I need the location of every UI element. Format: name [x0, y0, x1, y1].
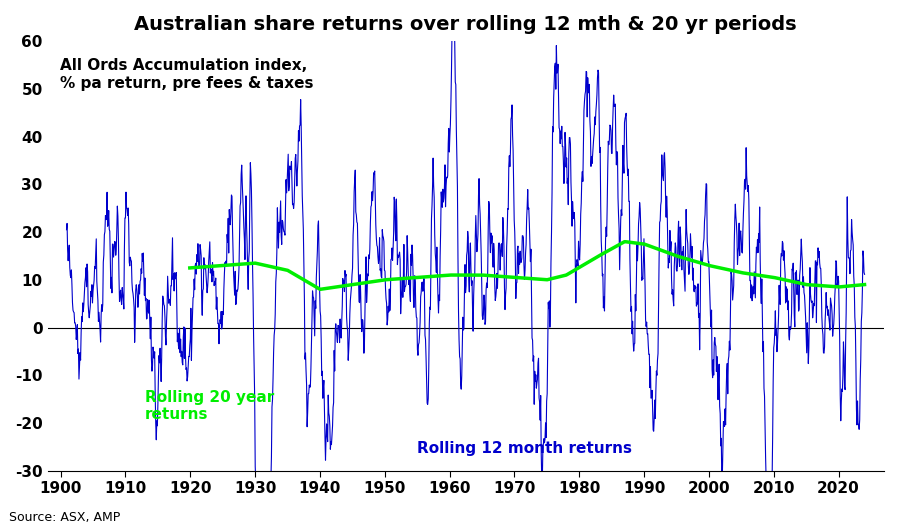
Text: Source: ASX, AMP: Source: ASX, AMP [9, 511, 120, 524]
Text: Rolling 20 year
returns: Rolling 20 year returns [145, 389, 274, 422]
Title: Australian share returns over rolling 12 mth & 20 yr periods: Australian share returns over rolling 12… [135, 15, 797, 34]
Text: All Ords Accumulation index,
% pa return, pre fees & taxes: All Ords Accumulation index, % pa return… [60, 58, 314, 91]
Text: Rolling 12 month returns: Rolling 12 month returns [417, 442, 632, 456]
